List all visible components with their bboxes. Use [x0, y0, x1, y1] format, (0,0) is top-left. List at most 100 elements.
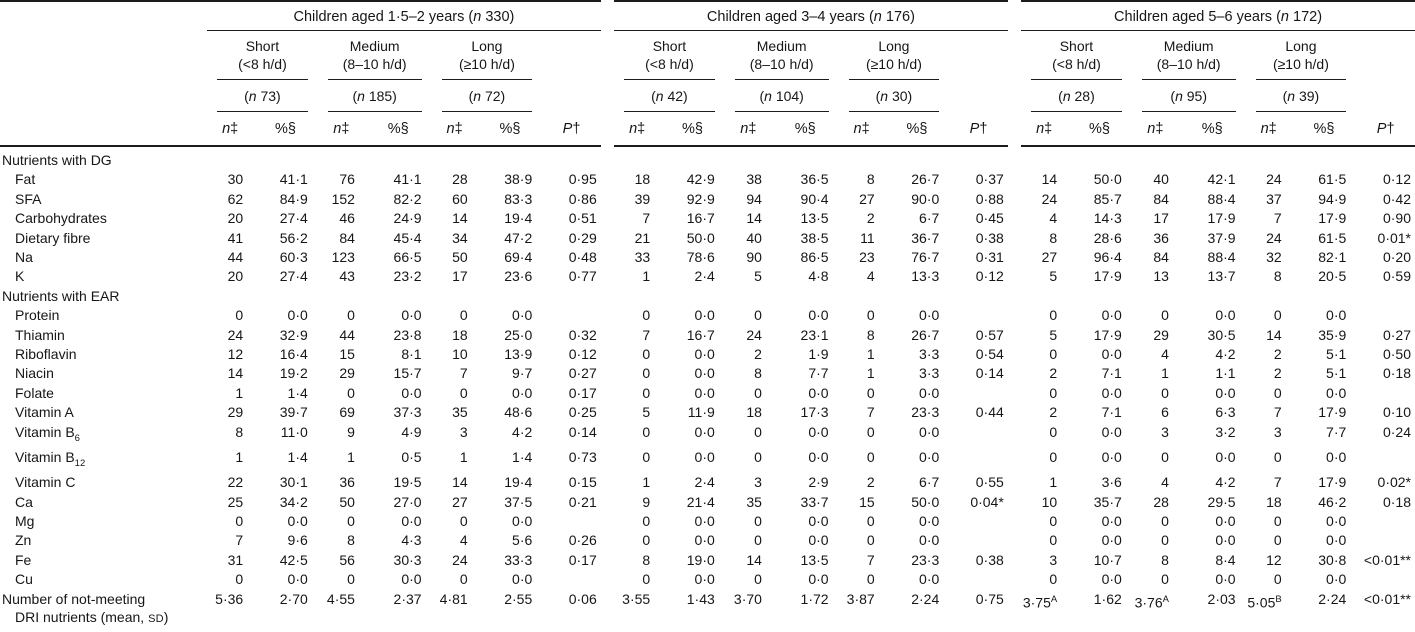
value-cell: 2 [866, 210, 875, 227]
p-value-cell [949, 531, 1008, 550]
dagger-marker: ‡ [454, 121, 463, 137]
value-cell: 3 [459, 423, 468, 440]
blank-cell [0, 112, 208, 147]
value-cell: 26·7 [911, 326, 940, 343]
value-cell: 17 [1153, 210, 1169, 227]
p-value-cell: 0·32 [568, 326, 597, 343]
value-cell: 15·7 [393, 365, 422, 382]
value-cell: 27 [859, 190, 875, 207]
value-cell: 18 [634, 171, 651, 188]
value-cell: 0 [642, 346, 651, 363]
value-cell: 38 [746, 171, 762, 188]
value-cell: 19·4 [504, 474, 533, 491]
value-cell: 69·4 [504, 249, 533, 266]
value-cell: 1·4 [287, 448, 308, 465]
group-gap [601, 306, 614, 325]
value-cell: 21·4 [686, 493, 715, 510]
italic-n: n [1036, 121, 1045, 137]
group-title-row: Children aged 1·5–2 years (n 330) Childre… [0, 0, 1415, 31]
p-value-cell [542, 570, 601, 589]
value-cell: 0·0 [808, 307, 829, 324]
p-value-cell: 0·86 [568, 190, 597, 207]
value-cell: 92·9 [686, 190, 715, 207]
value-cell: 0·0 [919, 448, 940, 465]
group-title: Children aged 5–6 years (n 172) [1021, 0, 1415, 31]
value-cell: 8 [866, 171, 875, 188]
value-cell: 0 [1161, 532, 1169, 549]
value-cell: 27·4 [279, 268, 308, 285]
value-cell: 90·0 [911, 190, 940, 207]
value-cell: 4·81 [431, 589, 478, 632]
value-cell: 0·0 [1326, 571, 1347, 588]
value-cell: 0 [1049, 448, 1058, 465]
value-cell: 12 [1266, 551, 1282, 568]
value-cell: 28 [452, 171, 468, 188]
table-row: Cu 0 0·0 0 0·0 0 0·0 0 0·0 0 0·0 0 0·0 0 0·0 0 0·0 0 0·0 [0, 570, 1415, 589]
value-cell: 41·1 [393, 171, 422, 188]
group-gap [601, 267, 614, 286]
group-gap [1008, 190, 1021, 209]
group-gap [601, 448, 614, 473]
col-header-n: n‡ [431, 112, 478, 147]
value-cell: 0 [459, 571, 468, 588]
subgroup-name: Long [471, 38, 503, 54]
value-cell: 0 [754, 448, 762, 465]
value-cell: 4·9 [401, 423, 422, 440]
p-value-cell: 0·12 [975, 268, 1004, 285]
subgroup-header: Medium (8–10 h/d) [1132, 31, 1246, 80]
value-cell: 8 [235, 423, 244, 440]
value-cell: 1 [642, 474, 651, 491]
value-cell: 0·0 [1101, 448, 1122, 465]
group-gap [1008, 403, 1021, 422]
value-cell: 0·0 [1326, 307, 1347, 324]
value-cell: 13·5 [800, 551, 829, 568]
value-cell: 2·24 [884, 589, 950, 632]
table-row: SFA 62 84·9 152 82·2 60 83·3 0·86 39 92·9 94 90·4 27… [0, 190, 1415, 209]
table-row: Mg 0 0·0 0 0·0 0 0·0 0 0·0 0 0·0 0 0·0 0 0·0 0 0·0 0 0·0 [0, 512, 1415, 531]
group-gap [601, 403, 614, 422]
italic-n: n [764, 88, 772, 104]
value-cell: 1 [235, 384, 244, 401]
p-value-cell: 0·04* [970, 493, 1004, 510]
value-cell: 0·0 [1215, 384, 1236, 401]
value-cell: 11 [860, 229, 875, 246]
row-label: Mg [15, 512, 35, 529]
subgroup-range: (<8 h/d) [645, 55, 694, 72]
italic-n: n [1287, 88, 1296, 104]
value-cell: 84·9 [279, 190, 308, 207]
group-gap [1008, 31, 1021, 81]
subgroup-count: (n 39) [1246, 80, 1357, 112]
value-cell: 90·4 [800, 190, 829, 207]
value-cell: 23·6 [504, 268, 533, 285]
subgroup-count: (n 42) [614, 80, 725, 112]
section-row: Nutrients with EAR [0, 287, 1415, 306]
value-cell: 2 [866, 474, 875, 491]
value-cell: 0 [642, 423, 651, 440]
row-label: Dietary fibre [15, 229, 91, 246]
value-cell: 19·4 [504, 210, 533, 227]
value-cell: 62 [227, 190, 244, 207]
value-cell: 0·0 [1215, 512, 1236, 529]
p-value-cell: 0·59 [1382, 268, 1411, 285]
value-cell: 94 [746, 190, 762, 207]
value-cell: 60·3 [279, 249, 308, 266]
value-cell: 44 [227, 249, 244, 266]
subgroup-range: (8–10 h/d) [1156, 55, 1221, 72]
table-row: Niacin 14 19·2 29 15·7 7 9·7 0·27 0 0·0 8 7·7 1 3·3 0·… [0, 364, 1415, 383]
blank-cell [949, 80, 1008, 112]
count-rule: (n 95) [1141, 80, 1236, 112]
value-cell: 0 [347, 512, 355, 529]
value-cell: 24·9 [393, 210, 422, 227]
p-value-cell: 0·15 [568, 474, 597, 491]
value-cell: 10·7 [1093, 551, 1122, 568]
p-value-cell: 0·75 [949, 589, 1008, 632]
value-cell: 3·6 [1101, 474, 1122, 491]
value-cell: 1·4 [287, 384, 308, 401]
value-cell: 34·2 [279, 493, 308, 510]
group-title: Children aged 1·5–2 years (n 330) [207, 0, 601, 31]
value-cell: 1·4 [512, 448, 533, 465]
value-cell: 0 [1273, 532, 1282, 549]
group-gap [601, 493, 614, 512]
subgroup-name: Short [1059, 38, 1094, 54]
value-cell: 21 [634, 229, 651, 246]
